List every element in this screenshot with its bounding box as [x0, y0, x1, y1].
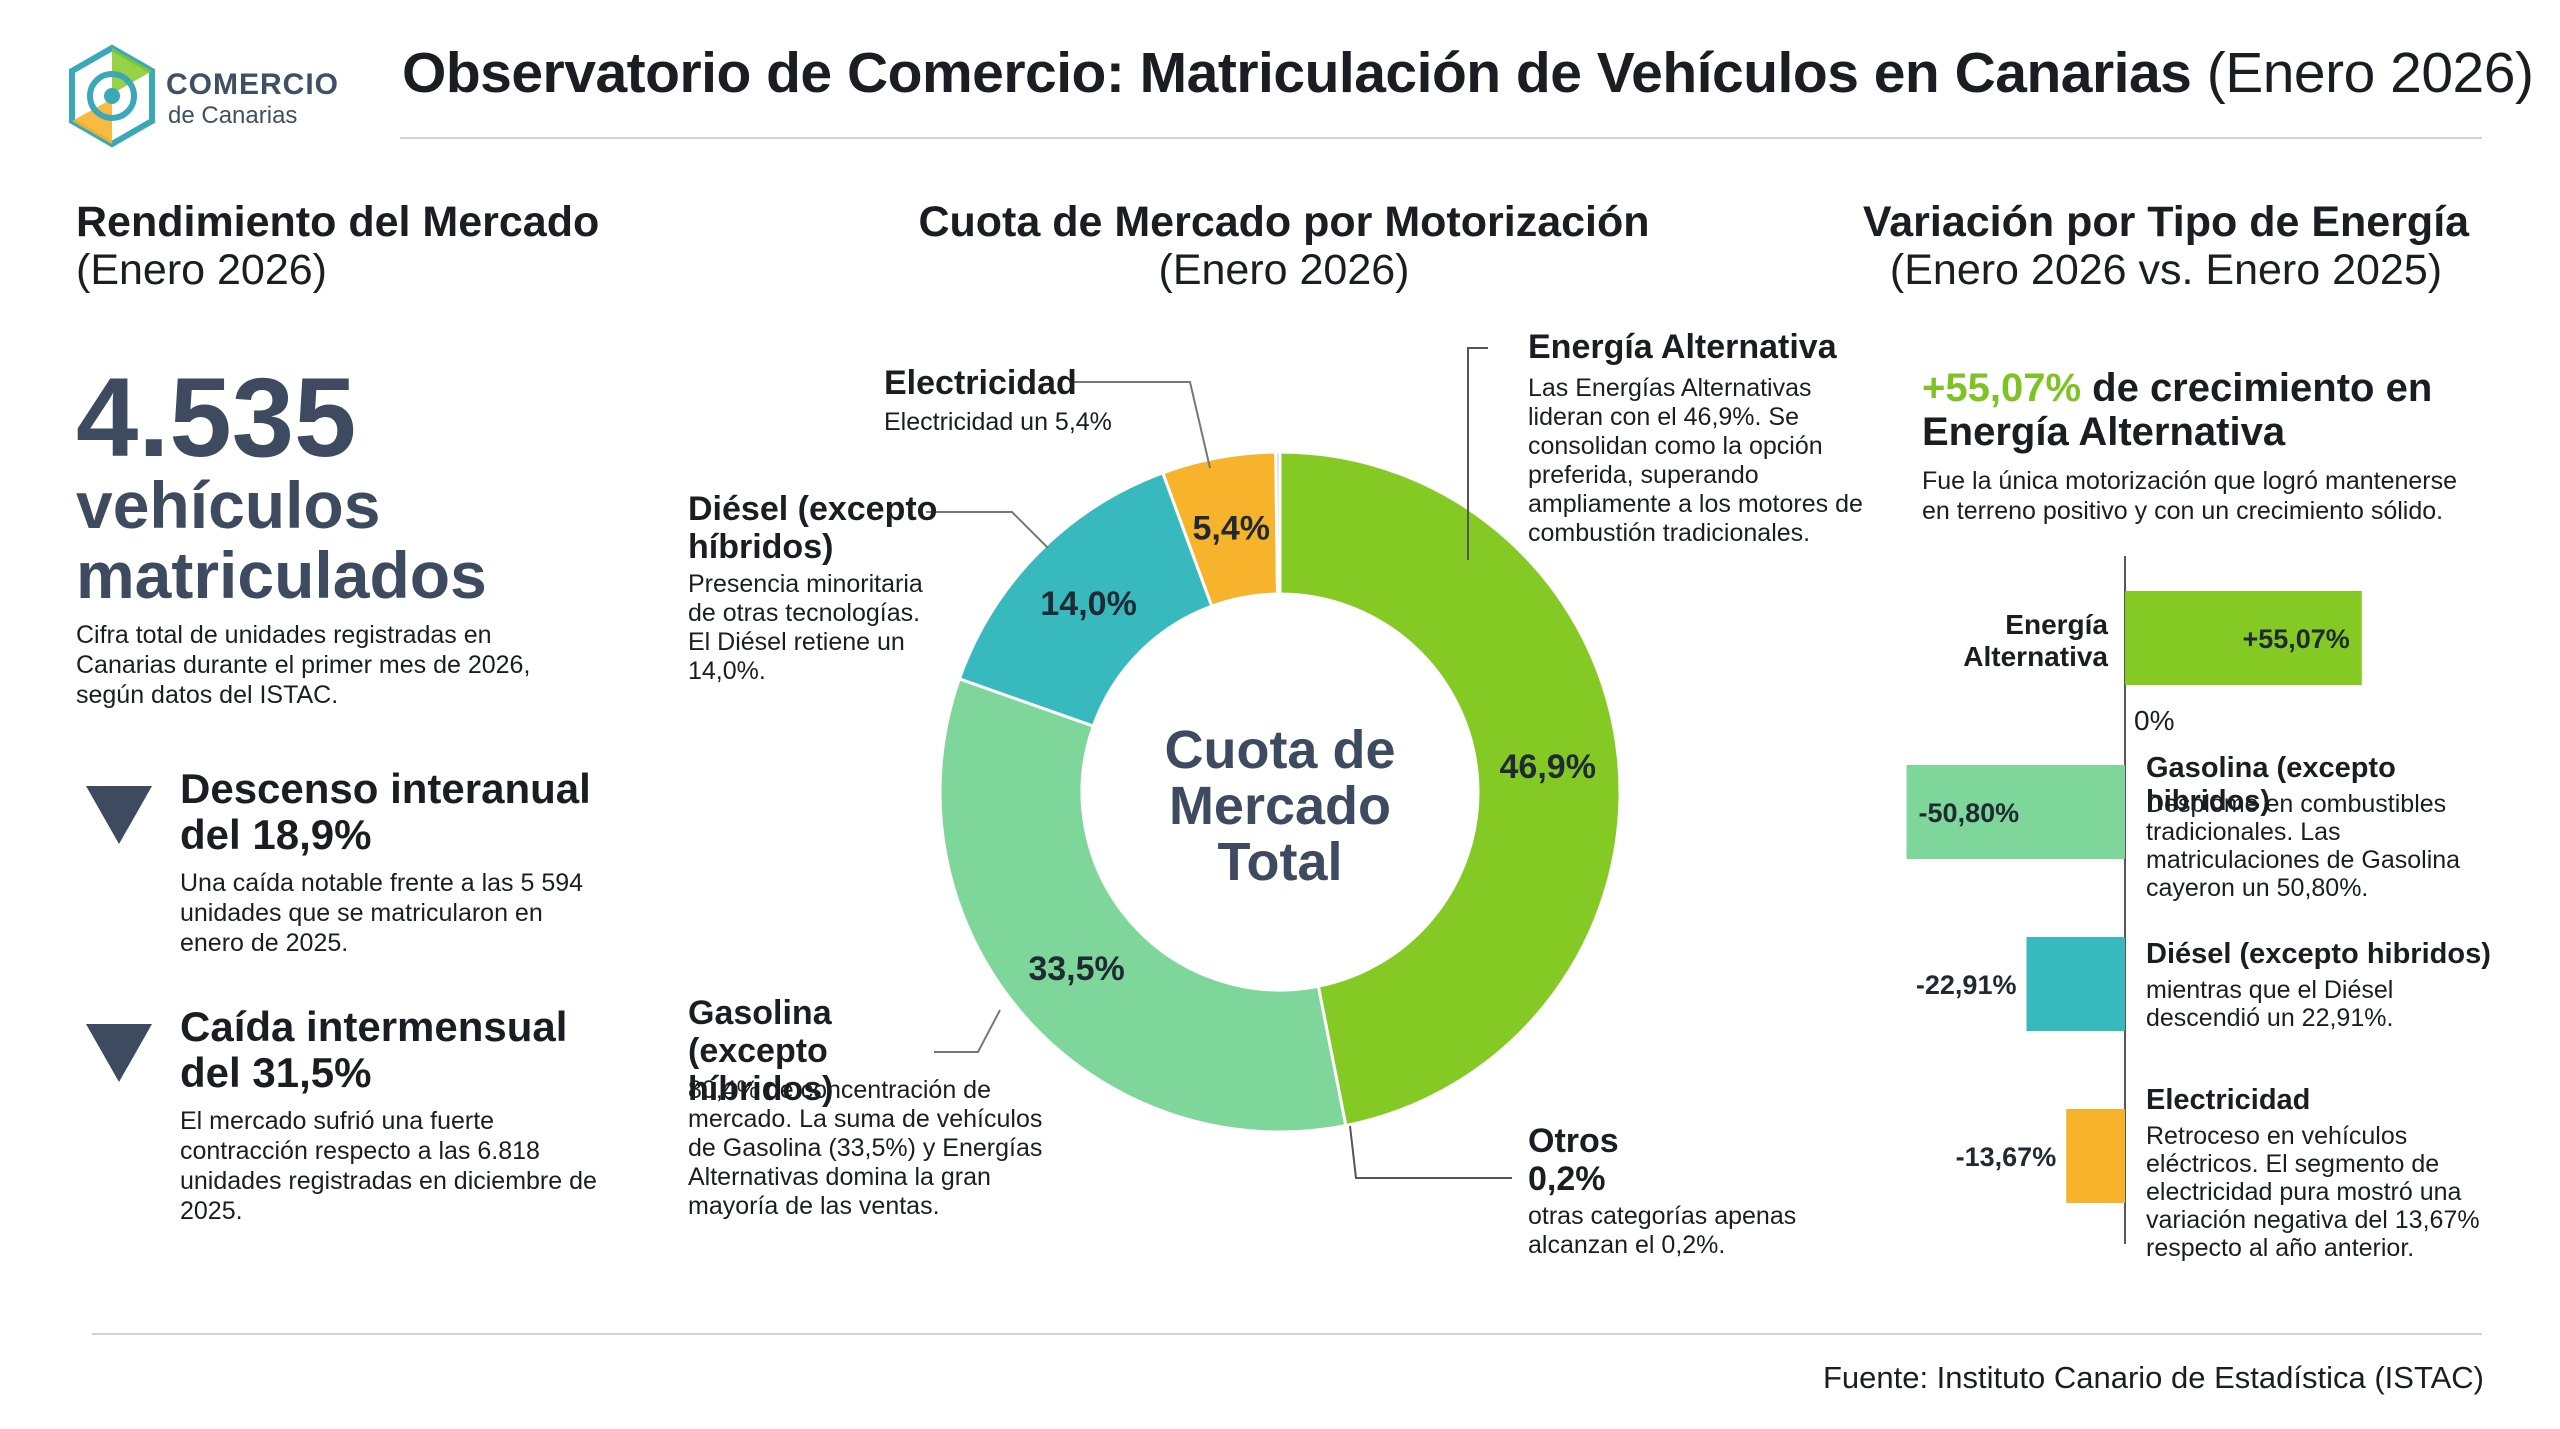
donut-label-energia: 46,9% [1500, 748, 1596, 786]
donut-label-electricidad: 5,4% [1193, 509, 1271, 547]
donut-center-line-2: Mercado [1169, 776, 1391, 836]
leader-line-alt [1467, 347, 1488, 560]
total-vehicles-number: 4.535 [76, 355, 357, 480]
mom-stat-desc: El mercado sufrió una fuerte contracción… [180, 1107, 597, 1225]
annotation-diesel-desc: Presencia minoritaria de otras tecnologí… [688, 570, 923, 685]
annotation-gas-desc: 80,4% de concentración de mercado. La su… [688, 1076, 1043, 1220]
bar-label-energia-1: Energía [2005, 609, 2108, 640]
growth-percentage: +55,07% [1922, 366, 2082, 410]
donut-slice-diesel [957, 470, 1214, 729]
growth-headline-text: de crecimiento en [2081, 366, 2433, 410]
donut-slice-otros [1274, 450, 1282, 596]
middle-section-subtitle: (Enero 2026) [1158, 246, 1410, 294]
leader-line-elec [1070, 381, 1211, 469]
page-title-date: (Enero 2026) [2206, 41, 2534, 105]
growth-headline: +55,07% de crecimiento en [1922, 366, 2432, 411]
variation-bar-electricidad [2066, 1109, 2125, 1203]
donut-label-diesel: 14,0% [1040, 585, 1136, 623]
donut-slice-gasolina [938, 676, 1348, 1134]
leader-line-gas [934, 1009, 1001, 1053]
logo-subtitle: de Canarias [168, 102, 298, 129]
zero-axis-label: 0% [2134, 705, 2174, 736]
annotation-elec-title: Electricidad [884, 364, 1077, 402]
variation-value-diesel: -22,91% [1916, 970, 2017, 1000]
variation-bar-diesel [2026, 937, 2125, 1031]
right-section-subtitle: (Enero 2026 vs. Enero 2025) [1889, 246, 2443, 294]
middle-section-title: Cuota de Mercado por Motorización [918, 198, 1650, 246]
annotation-otros-title: Otros [1528, 1122, 1619, 1160]
footer-divider [92, 1333, 2482, 1335]
mom-stat-title: Caída intermensual del 31,5% [180, 1003, 568, 1096]
total-vehicles-description: Cifra total de unidades registradas en C… [76, 621, 531, 709]
page-title-main: Observatorio de Comercio: Matriculación … [402, 41, 2192, 105]
logo-icon [69, 44, 155, 148]
right-section-title: Variación por Tipo de Energía [1862, 198, 2470, 246]
donut-slice-energia [1278, 450, 1622, 1128]
variation-bar-energia-alternativa [2125, 591, 2362, 685]
growth-description: Fue la única motorización que logró mant… [1922, 467, 2458, 525]
variation-bar-gasolina [1906, 765, 2125, 859]
header-divider [400, 137, 2482, 139]
donut-label-gasolina: 33,5% [1028, 950, 1124, 988]
variation-diesel-desc: mientras que el Diésel descendió un 22,9… [2146, 976, 2394, 1032]
down-triangle-icon [86, 786, 152, 844]
donut-center-line-1: Cuota de [1164, 720, 1395, 780]
variation-diesel-title: Diésel (excepto hibridos) [2146, 938, 2491, 970]
left-section-subtitle: (Enero 2026) [76, 246, 327, 294]
variation-value-electricidad: -13,67% [1956, 1142, 2057, 1172]
annotation-alt-desc: Las Energías Alternativas lideran con el… [1528, 374, 1863, 547]
logo-wordmark: COMERCIO [166, 68, 339, 101]
leader-line-diesel [926, 511, 1049, 549]
bar-label-energia-2: Alternativa [1963, 641, 2108, 672]
donut-center-line-3: Total [1218, 832, 1343, 892]
annotation-otros-value: 0,2% [1528, 1160, 1606, 1198]
variation-elec-title: Electricidad [2146, 1084, 2311, 1116]
down-triangle-icon [86, 1024, 152, 1082]
variation-value-gasolina: -50,80% [1919, 798, 2020, 828]
yoy-stat-desc: Una caída notable frente a las 5 594 uni… [180, 869, 584, 957]
page-title: Observatorio de Comercio: Matriculación … [402, 40, 2534, 106]
variation-value-energia-alternativa: +55,07% [2242, 624, 2349, 654]
source-credit: Fuente: Instituto Canario de Estadística… [1822, 1360, 2484, 1395]
total-vehicles-label-2: matriculados [76, 538, 487, 612]
yoy-stat-title: Descenso interanual del 18,9% [180, 765, 591, 858]
annotation-elec-desc: Electricidad un 5,4% [884, 408, 1112, 436]
annotation-diesel-title: Diésel (excepto híbridos) [688, 490, 938, 566]
variation-elec-desc: Retroceso en vehículos eléctricos. El se… [2146, 1122, 2480, 1262]
annotation-alt-title: Energía Alternativa [1528, 328, 1837, 366]
growth-headline-line2: Energía Alternativa [1922, 410, 2286, 454]
annotation-otros-desc: otras categorías apenas alcanzan el 0,2%… [1528, 1202, 1797, 1259]
left-section-title: Rendimiento del Mercado [76, 198, 600, 246]
variation-gas-desc: Desplome en combustibles tradicionales. … [2146, 790, 2461, 902]
total-vehicles-label-1: vehículos [76, 468, 381, 542]
variation-gas-title: Gasolina (excepto hibridos) [2146, 752, 2396, 817]
leader-line-otros [1349, 1125, 1512, 1179]
annotation-gas-title: Gasolina (excepto híbridos) [688, 994, 834, 1108]
